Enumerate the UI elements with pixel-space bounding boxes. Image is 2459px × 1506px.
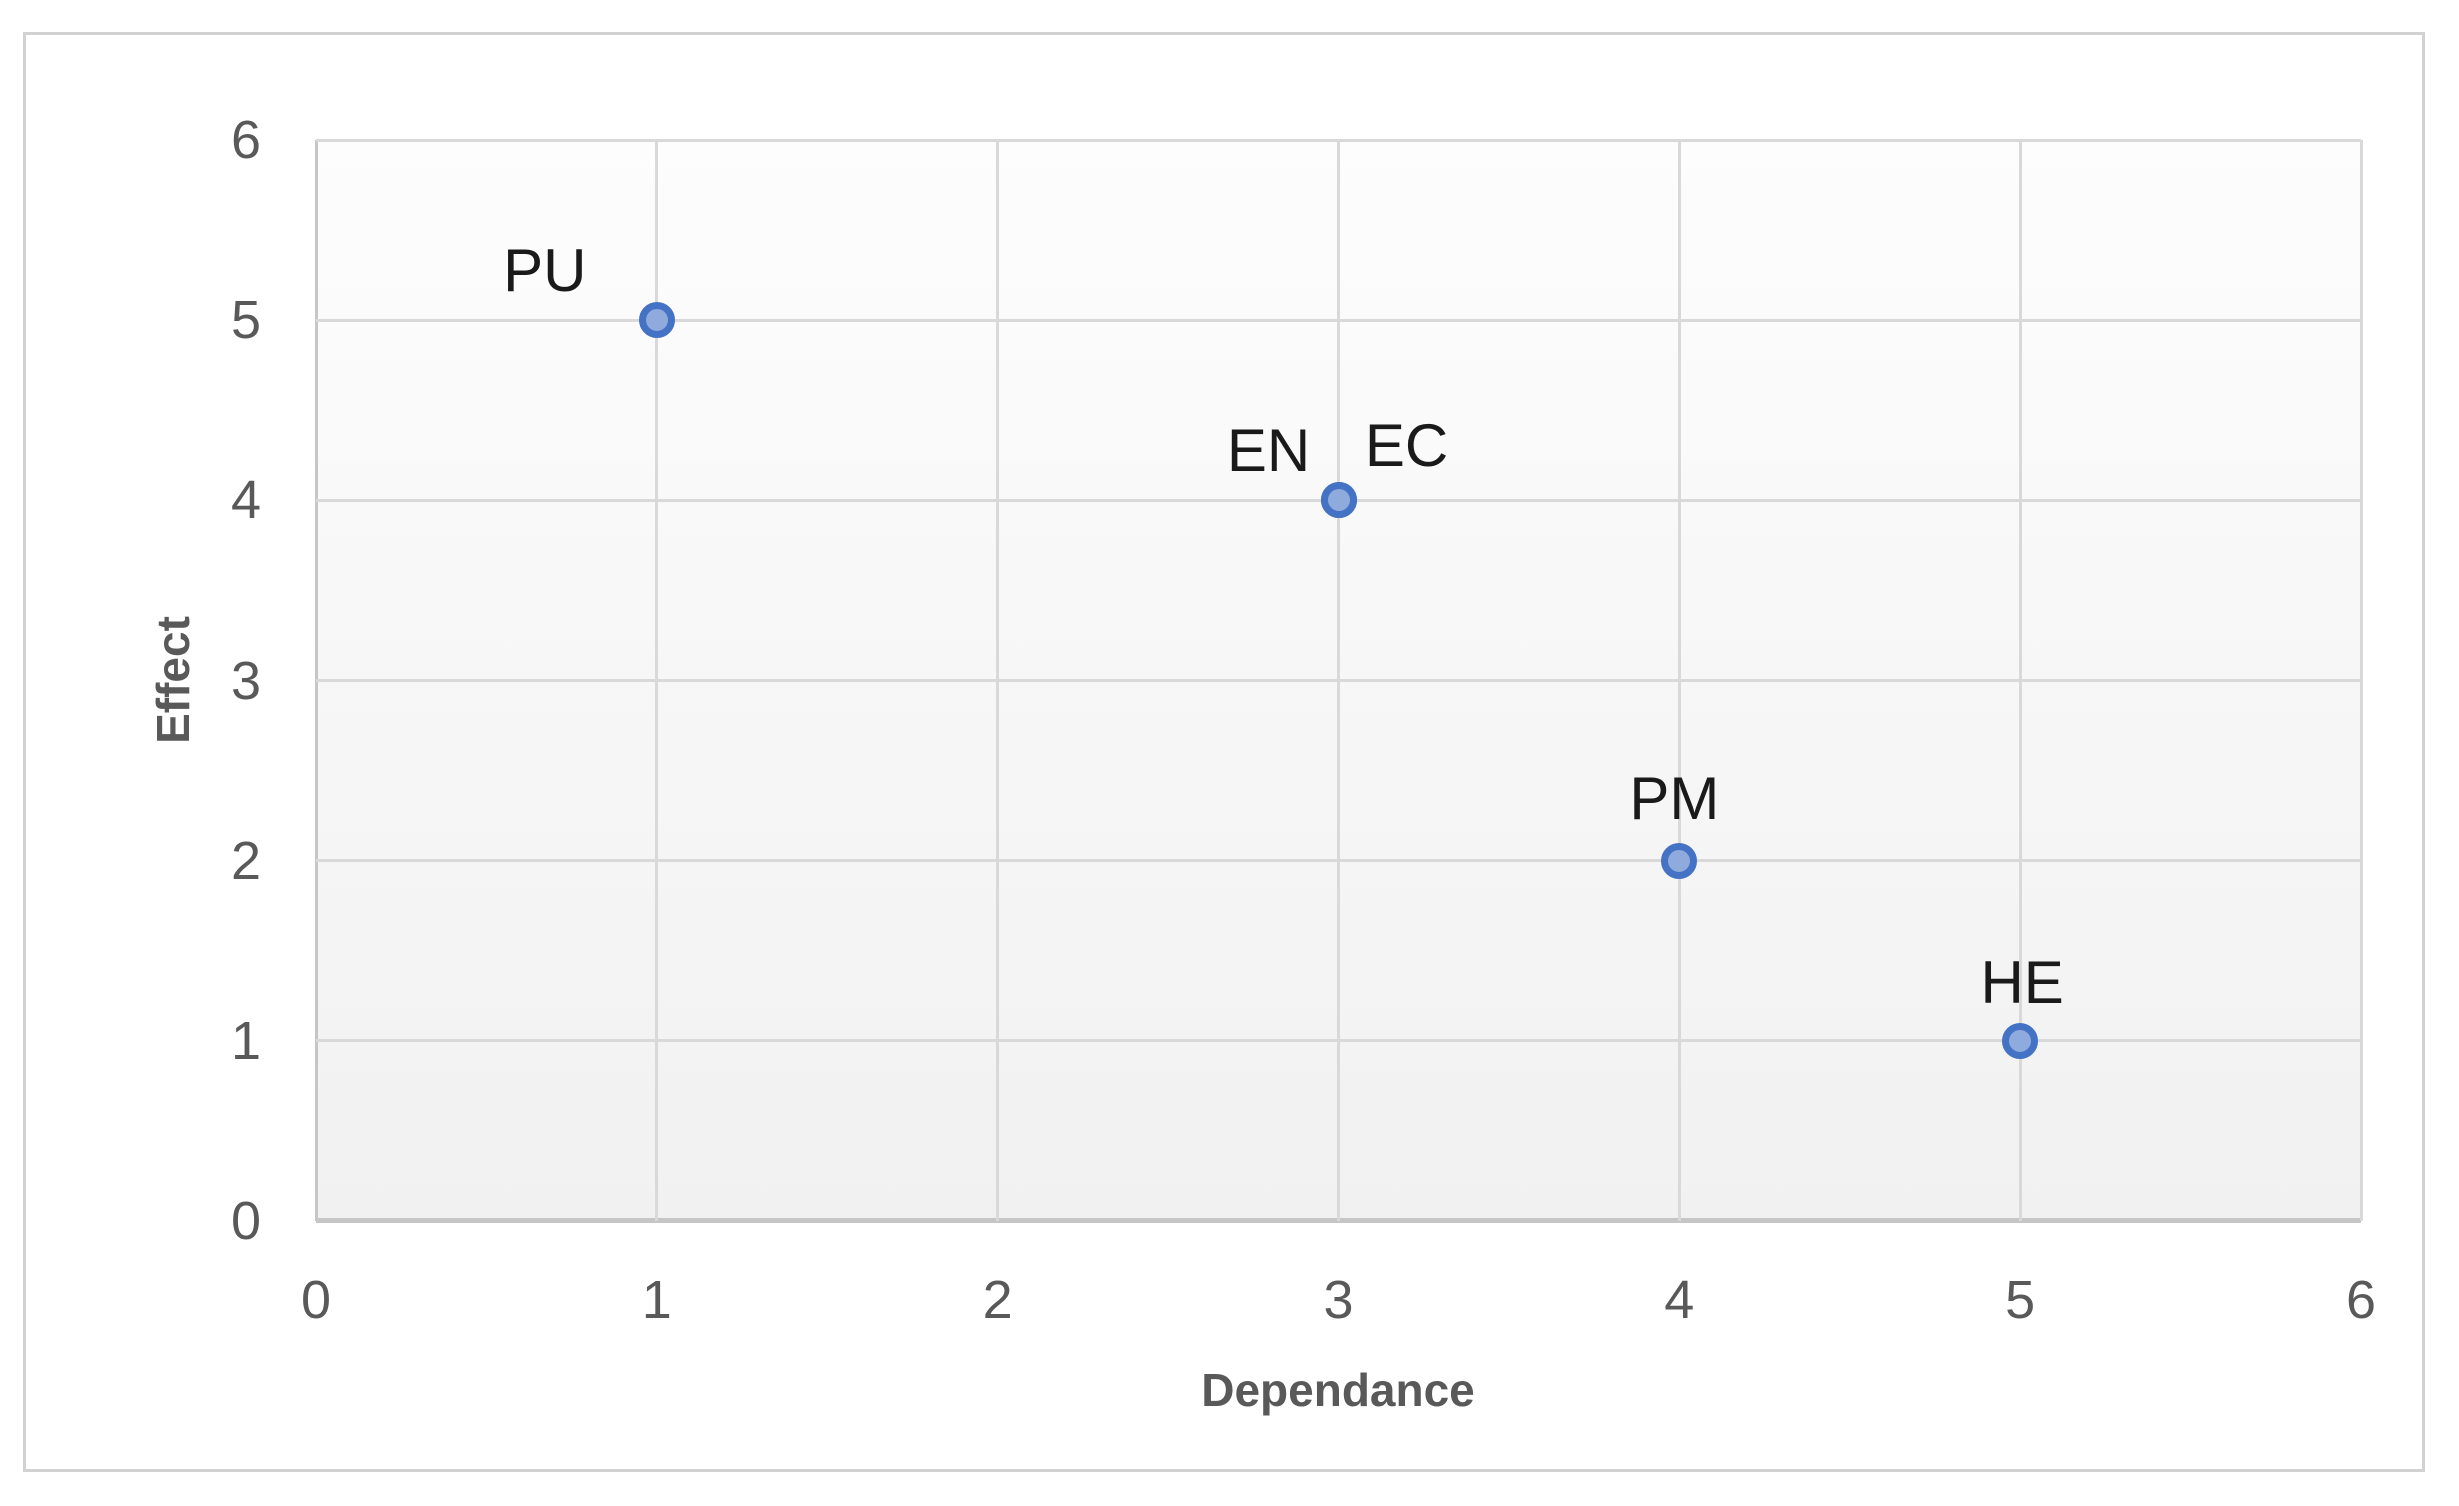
data-label-pu: PU: [503, 237, 587, 305]
x-axis-title: Dependance: [1201, 1364, 1475, 1416]
horizontal-gridline: [316, 318, 2361, 322]
x-tick-label: 0: [300, 1270, 332, 1330]
x-tick-label: 5: [2005, 1270, 2036, 1330]
y-tick-label: 4: [230, 470, 261, 531]
y-axis-title: Effect: [147, 616, 199, 744]
y-tick-label: 0: [230, 1191, 261, 1251]
data-label-pm: PM: [1629, 764, 1720, 832]
x-tick-label: 3: [1323, 1270, 1354, 1330]
horizontal-gridline: [316, 679, 2361, 682]
data-point-pu: [638, 302, 675, 339]
data-label-he: HE: [1980, 948, 2064, 1016]
plot-area: PU EN EC PM HE: [315, 138, 2363, 1223]
x-tick-label: 2: [982, 1270, 1013, 1330]
horizontal-gridline: [316, 138, 2361, 142]
x-tick-label: 4: [1664, 1270, 1695, 1330]
y-tick-label: 2: [230, 830, 261, 891]
y-tick-label: 1: [230, 1010, 261, 1071]
x-tick-label: 1: [641, 1270, 672, 1330]
y-tick-label: 6: [230, 110, 261, 170]
data-label-en: EN: [1226, 417, 1311, 485]
data-label-ec: EC: [1364, 412, 1449, 480]
data-point-ec: [1320, 482, 1357, 519]
data-point-he: [2002, 1022, 2039, 1059]
chart-frame: PU EN EC PM HE Dependance Effect 0 1 2 3 4 5 6 0 1 2 3…: [23, 32, 2425, 1472]
data-point-pm: [1661, 842, 1698, 879]
vertical-gridline: [2359, 140, 2363, 1221]
horizontal-gridline: [316, 859, 2361, 863]
y-tick-label: 3: [230, 650, 261, 711]
y-tick-label: 5: [230, 290, 261, 351]
horizontal-gridline: [316, 1039, 2361, 1043]
x-tick-label: 6: [2345, 1270, 2377, 1330]
